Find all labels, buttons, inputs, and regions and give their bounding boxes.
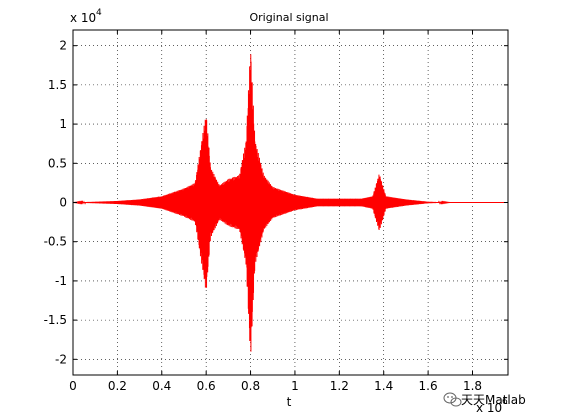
watermark-text: 天天Matlab	[461, 393, 526, 407]
y-exponent-label: x 10	[70, 11, 96, 25]
chart-title: Original signal	[249, 11, 328, 24]
x-exponent-power: 6	[502, 397, 508, 407]
x-tick-label: 0	[69, 379, 77, 393]
x-tick-label: 1.2	[330, 379, 349, 393]
y-tick-label: -1.5	[44, 313, 67, 327]
x-tick-label: 1.6	[419, 379, 438, 393]
x-tick-label: 1	[291, 379, 299, 393]
y-tick-label: -2	[55, 352, 67, 366]
signal-series	[73, 54, 508, 352]
x-axis-label: t	[287, 395, 292, 409]
x-tick-label: 1.8	[463, 379, 482, 393]
y-tick-label: -0.5	[44, 235, 67, 249]
y-tick-label: 0	[59, 196, 67, 210]
y-tick-label: -1	[55, 274, 67, 288]
y-exponent-power: 4	[96, 8, 102, 18]
y-tick-label: 1.5	[48, 78, 67, 92]
x-tick-label: 1.4	[374, 379, 393, 393]
y-exponent: x 10 4	[70, 8, 102, 25]
x-tick-label: 0.2	[108, 379, 127, 393]
ticks: 0 0.2 0.4 0.6 0.8 1 1.2 1.4 1.6 1.8 2 1.5 1 0.5 0 -0.5 -…	[44, 30, 508, 393]
x-tick-label: 0.6	[197, 379, 216, 393]
watermark: 天天Matlab	[443, 392, 526, 407]
y-tick-label: 2	[59, 39, 67, 53]
x-exponent: x 10 6	[476, 397, 508, 415]
wechat-icon	[443, 392, 462, 407]
y-tick-label: 1	[59, 117, 67, 131]
signal-trace	[73, 54, 508, 352]
x-tick-label: 0.8	[241, 379, 260, 393]
x-tick-label: 0.4	[152, 379, 171, 393]
y-tick-label: 0.5	[48, 156, 67, 170]
x-exponent-label: x 10	[476, 401, 502, 415]
